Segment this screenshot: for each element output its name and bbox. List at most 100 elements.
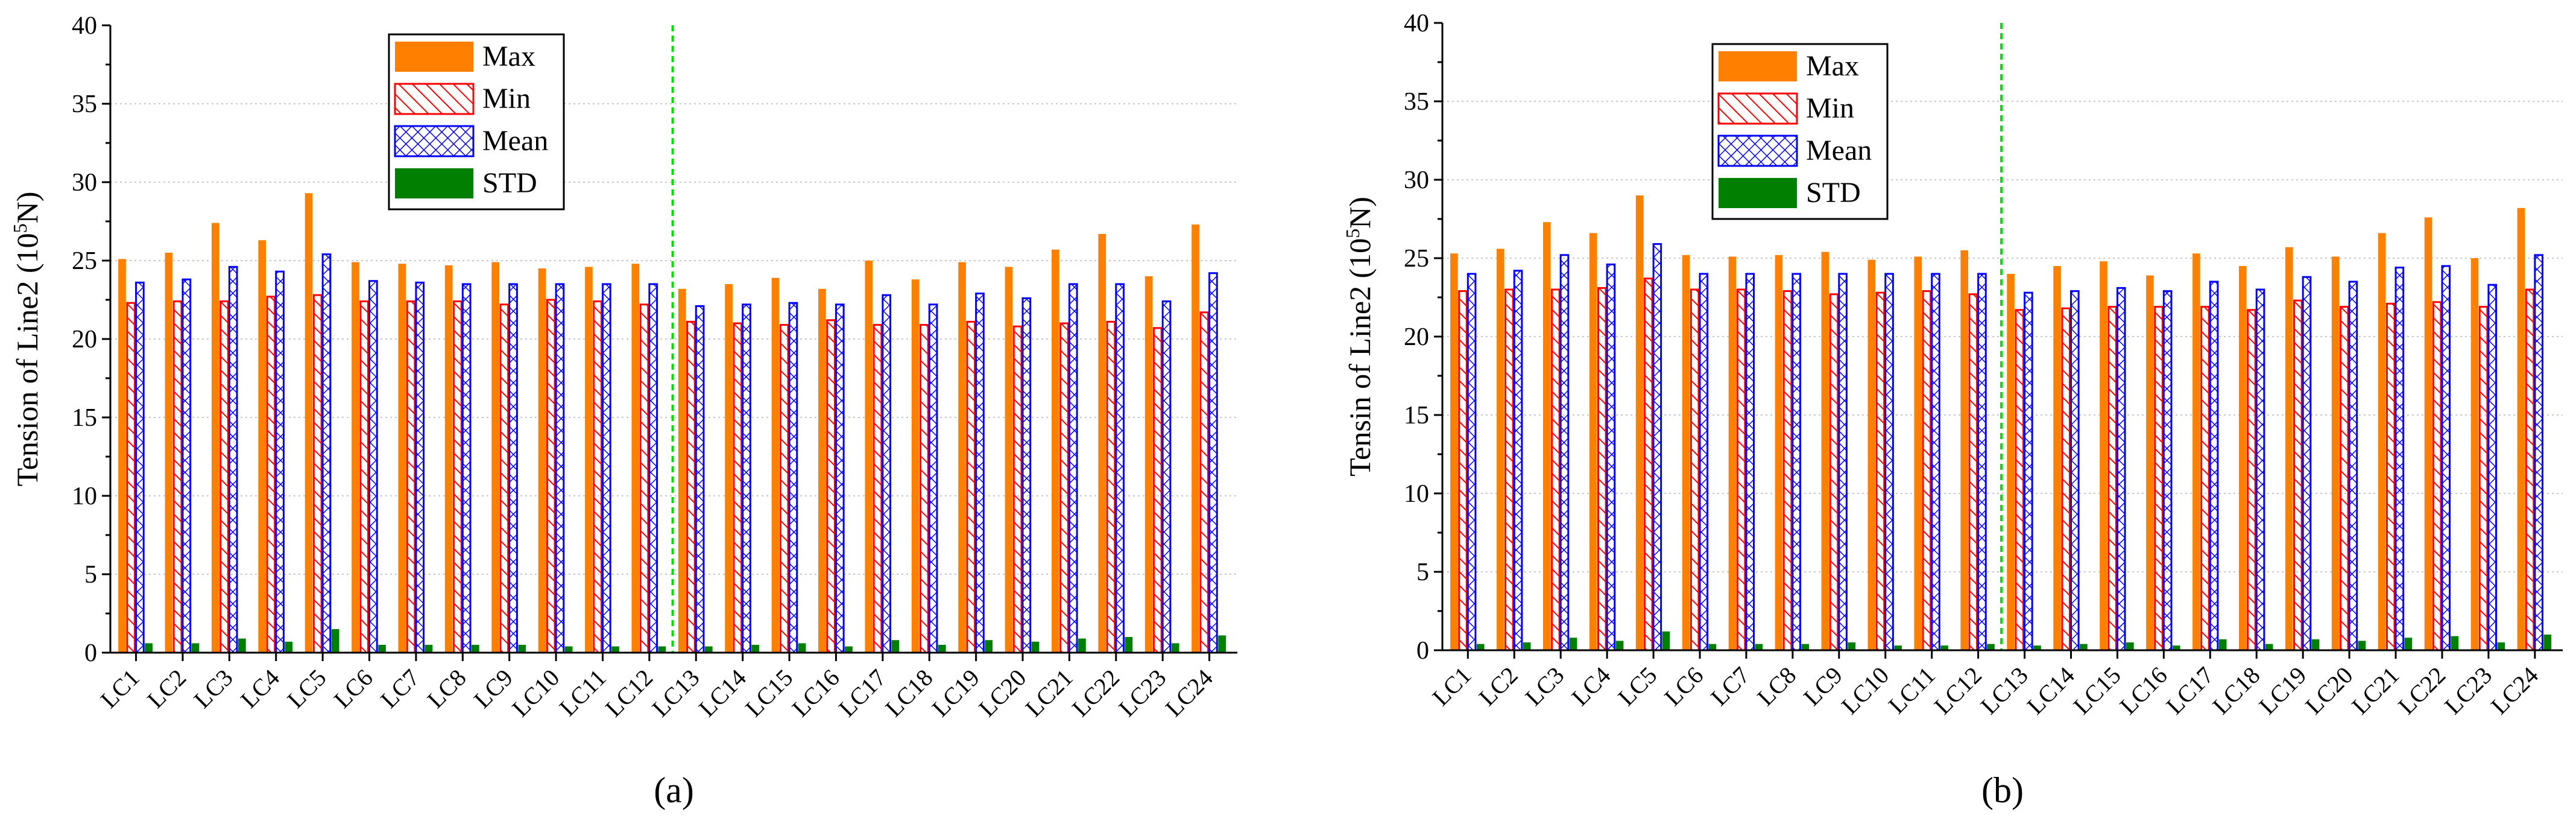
bar-std-lc10 (564, 646, 573, 653)
bar-max-lc7 (1728, 256, 1737, 650)
bar-max-lc6 (1682, 255, 1690, 650)
y-axis-label: Tension of Line2 (105N) (9, 192, 44, 487)
bar-mean-lc22 (1115, 283, 1125, 654)
bar-min-lc21 (1059, 322, 1069, 654)
legend-label-min: Min (1806, 92, 1854, 124)
legend-swatch-max (1719, 51, 1797, 81)
x-tick-label: LC19 (927, 664, 985, 722)
x-tick-label: LC11 (1883, 662, 1940, 719)
panel-label: (b) (1981, 770, 2024, 810)
bar-min-lc9 (1829, 293, 1839, 651)
legend-label-min: Min (482, 83, 531, 115)
bar-max-lc13 (2007, 274, 2015, 650)
x-tick-label: LC7 (375, 664, 425, 714)
bar-std-lc6 (1708, 644, 1717, 650)
x-tick-label: LC4 (1566, 662, 1615, 711)
bar-min-lc8 (453, 300, 462, 654)
bar-std-lc24 (2543, 635, 2552, 650)
bar-std-lc17 (891, 640, 900, 653)
bar-std-lc21 (2404, 638, 2413, 650)
bar-max-lc9 (1821, 252, 1829, 651)
bar-max-lc14 (725, 284, 733, 653)
bar-min-lc17 (2200, 306, 2210, 651)
bar-mean-lc12 (1977, 273, 1987, 651)
y-tick-label: 0 (1416, 637, 1429, 665)
y-tick-label: 5 (84, 561, 97, 589)
y-axis-label: Tensin of Line2 (105N) (1342, 197, 1377, 477)
y-tick-label: 40 (72, 12, 97, 40)
bar-min-lc12 (1968, 293, 1978, 651)
bar-min-lc8 (1782, 290, 1793, 651)
y-tick-label: 5 (1416, 559, 1429, 586)
y-tick-label: 15 (1404, 402, 1429, 429)
bar-max-lc17 (2192, 253, 2200, 650)
bar-max-lc19 (958, 262, 966, 653)
legend-swatch-max (395, 42, 473, 72)
bar-std-lc18 (938, 645, 946, 653)
bar-max-lc21 (1051, 249, 1059, 653)
bar-std-lc3 (238, 638, 246, 653)
legend-label-std: STD (482, 167, 537, 199)
legend-swatch-min (1717, 92, 1798, 125)
bar-mean-lc8 (461, 283, 472, 654)
bar-mean-lc17 (882, 294, 892, 654)
bar-mean-lc8 (1792, 273, 1801, 651)
bar-std-lc7 (1755, 644, 1763, 650)
legend-swatch-mean (394, 125, 475, 157)
bar-min-lc19 (966, 320, 976, 654)
bar-min-lc6 (1690, 288, 1700, 651)
x-tick-label: LC13 (646, 664, 704, 722)
y-tick-label: 25 (1404, 245, 1429, 273)
bar-max-lc11 (585, 267, 593, 653)
y-tick-label: 0 (84, 639, 97, 667)
chart-panel-a: 0 5 10 15 20 25 30 35 40 LC1LC2LC3LC4LC5LC6LC7LC8… (9, 12, 1237, 810)
x-tick-label: LC23 (1113, 664, 1171, 722)
bar-min-lc17 (873, 324, 883, 654)
bar-max-lc2 (1497, 249, 1504, 650)
bar-mean-lc15 (788, 302, 798, 654)
x-tick-label: LC19 (2253, 662, 2311, 720)
bar-min-lc4 (266, 296, 276, 654)
bar-mean-lc19 (975, 293, 985, 654)
bar-std-lc6 (378, 645, 386, 653)
x-tick-label: LC8 (1752, 662, 1801, 711)
bar-min-lc21 (2385, 302, 2396, 651)
bar-min-lc18 (2247, 309, 2256, 651)
bar-std-lc16 (2172, 645, 2180, 650)
x-tick-label: LC14 (2022, 662, 2080, 720)
bar-max-lc17 (865, 261, 873, 653)
y-tick-label: 35 (72, 90, 97, 118)
x-tick-label: LC18 (2207, 662, 2265, 720)
y-tick-label: 10 (1404, 480, 1429, 508)
bar-max-lc5 (1635, 195, 1644, 650)
bar-mean-lc16 (2162, 290, 2173, 651)
x-tick-label: LC20 (973, 664, 1031, 722)
bar-mean-lc6 (1699, 273, 1709, 651)
bar-std-lc19 (985, 640, 993, 653)
bar-min-lc11 (1922, 290, 1932, 651)
bar-min-lc22 (1106, 320, 1116, 654)
bar-min-lc10 (546, 299, 556, 654)
bar-mean-lc24 (1208, 272, 1218, 654)
x-tick-label: LC16 (787, 664, 845, 722)
bar-max-lc10 (538, 268, 546, 653)
y-tick-label: 10 (72, 483, 97, 510)
x-tick-label: LC13 (1975, 662, 2033, 720)
bar-max-lc21 (2378, 233, 2386, 650)
bar-mean-lc14 (742, 303, 751, 654)
x-tick-label: LC3 (189, 664, 238, 714)
x-tick-label: LC24 (1160, 664, 1218, 722)
bar-mean-lc21 (1068, 283, 1078, 654)
bar-max-lc22 (2424, 217, 2432, 650)
bar-min-lc3 (1551, 288, 1561, 651)
bar-min-lc20 (2339, 306, 2349, 651)
bar-mean-lc24 (2534, 254, 2543, 651)
bar-min-lc14 (2061, 307, 2071, 651)
bar-max-lc3 (211, 223, 219, 653)
bar-mean-lc17 (2209, 280, 2219, 651)
bar-max-lc19 (2285, 247, 2293, 650)
y-tick-label: 25 (72, 247, 97, 275)
bar-std-lc11 (611, 646, 619, 653)
bar-mean-lc10 (555, 283, 565, 654)
x-tick-label: LC2 (1474, 662, 1523, 711)
